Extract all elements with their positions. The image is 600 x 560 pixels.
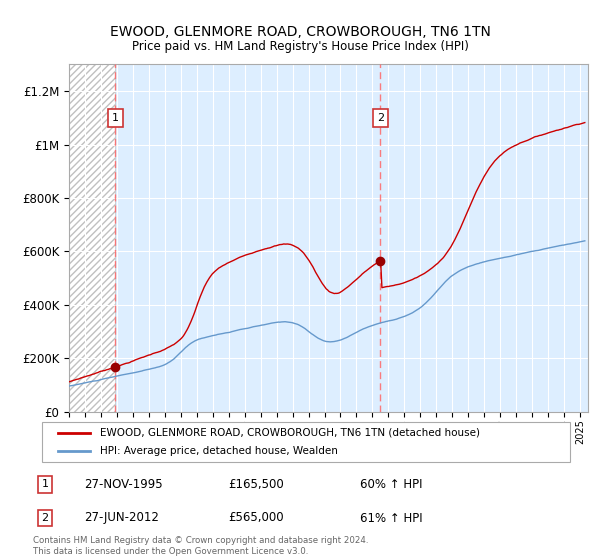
Text: 60% ↑ HPI: 60% ↑ HPI <box>360 478 422 491</box>
Text: HPI: Average price, detached house, Wealden: HPI: Average price, detached house, Weal… <box>100 446 338 456</box>
Text: 27-JUN-2012: 27-JUN-2012 <box>84 511 159 525</box>
Text: EWOOD, GLENMORE ROAD, CROWBOROUGH, TN6 1TN: EWOOD, GLENMORE ROAD, CROWBOROUGH, TN6 1… <box>110 25 490 39</box>
Text: 2: 2 <box>41 513 49 523</box>
Text: 2: 2 <box>377 113 384 123</box>
Text: 1: 1 <box>112 113 119 123</box>
Text: EWOOD, GLENMORE ROAD, CROWBOROUGH, TN6 1TN (detached house): EWOOD, GLENMORE ROAD, CROWBOROUGH, TN6 1… <box>100 428 480 438</box>
Text: 61% ↑ HPI: 61% ↑ HPI <box>360 511 422 525</box>
Text: 27-NOV-1995: 27-NOV-1995 <box>84 478 163 491</box>
Text: £565,000: £565,000 <box>228 511 284 525</box>
Text: Price paid vs. HM Land Registry's House Price Index (HPI): Price paid vs. HM Land Registry's House … <box>131 40 469 53</box>
Text: £165,500: £165,500 <box>228 478 284 491</box>
FancyBboxPatch shape <box>42 422 570 462</box>
Text: 1: 1 <box>41 479 49 489</box>
Text: Contains HM Land Registry data © Crown copyright and database right 2024.
This d: Contains HM Land Registry data © Crown c… <box>33 536 368 556</box>
Bar <box>69 64 115 412</box>
